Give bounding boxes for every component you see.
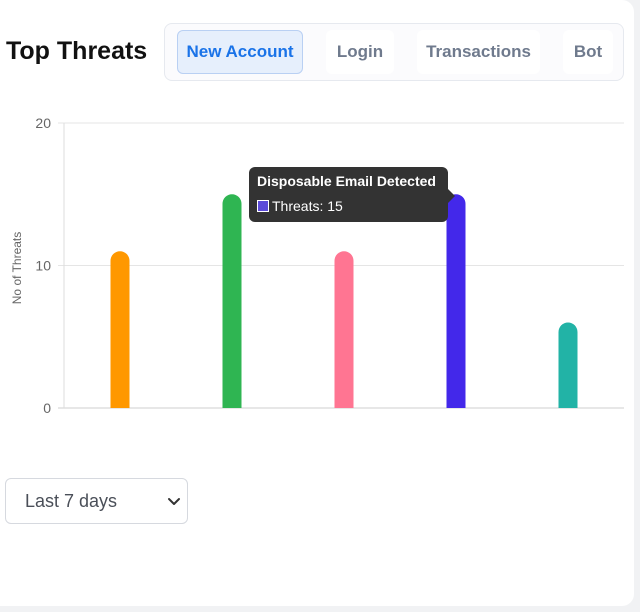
tab-bot[interactable]: Bot — [563, 30, 613, 74]
bar-5[interactable] — [558, 322, 578, 409]
threats-bar-chart: 0 10 20 No of Threats — [10, 115, 624, 416]
tooltip-row: Threats: 15 — [257, 199, 440, 213]
chart-tooltip: Disposable Email Detected Threats: 15 — [249, 167, 455, 222]
y-tick-label: 20 — [35, 115, 51, 131]
tab-login[interactable]: Login — [326, 30, 394, 74]
page-title: Top Threats — [6, 37, 148, 65]
y-tick-label: 0 — [43, 400, 51, 416]
y-axis-label: No of Threats — [10, 232, 24, 304]
bar-3[interactable] — [334, 251, 354, 408]
bar-1[interactable] — [110, 251, 130, 408]
bar-4[interactable] — [446, 194, 466, 408]
bar-2[interactable] — [222, 194, 242, 408]
date-range-select[interactable]: Last 7 days — [5, 478, 188, 524]
tab-transactions[interactable]: Transactions — [417, 30, 540, 74]
tooltip-color-swatch — [257, 200, 269, 212]
date-range-value: Last 7 days — [25, 490, 118, 511]
threat-category-tabs: New Account Login Transactions Bot — [164, 23, 624, 81]
tooltip-value: Threats: 15 — [272, 198, 343, 214]
chevron-down-icon — [168, 498, 180, 505]
tab-new-account[interactable]: New Account — [177, 30, 303, 74]
tooltip-title: Disposable Email Detected — [257, 173, 436, 189]
y-tick-label: 10 — [35, 258, 51, 274]
